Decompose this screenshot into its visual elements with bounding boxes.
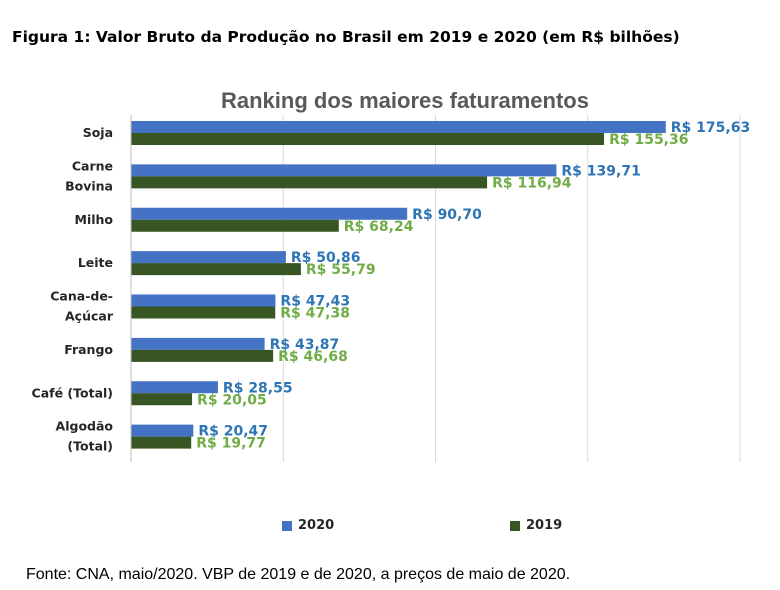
data-label-2020: R$ 20,47 bbox=[198, 424, 268, 440]
data-label-2019: R$ 68,24 bbox=[344, 219, 414, 235]
bar-2019 bbox=[131, 436, 192, 449]
legend-item-2020: 2020 bbox=[282, 518, 334, 533]
bar-2020 bbox=[131, 207, 408, 220]
bar-2019 bbox=[131, 263, 301, 276]
data-label-2020: R$ 175,63 bbox=[671, 120, 750, 136]
category-label: Açúcar bbox=[65, 309, 114, 324]
bar-2020 bbox=[131, 337, 265, 350]
legend-swatch-2019 bbox=[510, 520, 520, 531]
category-label: Soja bbox=[83, 125, 113, 140]
data-label-2019: R$ 116,94 bbox=[492, 175, 572, 191]
category-label: Algodão bbox=[56, 419, 114, 434]
bar-2019 bbox=[131, 219, 339, 232]
bar-2020 bbox=[131, 121, 666, 133]
legend-item-2019: 2019 bbox=[510, 518, 562, 533]
data-label-2020: R$ 139,71 bbox=[561, 163, 640, 179]
source-note: Fonte: CNA, maio/2020. VBP de 2019 e de … bbox=[26, 566, 571, 583]
bar-2019 bbox=[131, 306, 276, 319]
bar-2020 bbox=[131, 424, 194, 437]
figure-title: Figura 1: Valor Bruto da Produção no Bra… bbox=[12, 28, 680, 46]
bar-2019 bbox=[131, 393, 193, 406]
data-label-2020: R$ 43,87 bbox=[270, 337, 340, 353]
data-label-2020: R$ 50,86 bbox=[291, 250, 361, 266]
data-label-2019: R$ 46,68 bbox=[278, 349, 348, 365]
chart-title: Ranking dos maiores faturamentos bbox=[221, 88, 589, 113]
data-label-2019: R$ 47,38 bbox=[280, 306, 350, 322]
category-label: Café (Total) bbox=[32, 385, 113, 400]
bar-2020 bbox=[131, 381, 218, 394]
data-label-2019: R$ 55,79 bbox=[306, 262, 376, 278]
legend-label-2020: 2020 bbox=[298, 518, 335, 533]
legend-swatch-2020 bbox=[282, 520, 292, 531]
data-label-2019: R$ 155,36 bbox=[609, 132, 688, 148]
legend-label-2019: 2019 bbox=[526, 518, 563, 533]
bar-2020 bbox=[131, 294, 276, 307]
data-label-2020: R$ 47,43 bbox=[280, 294, 350, 310]
category-label: Cana-de- bbox=[50, 289, 113, 304]
category-label: Frango bbox=[64, 342, 113, 357]
category-label: Leite bbox=[78, 255, 113, 270]
bar-2020 bbox=[131, 251, 286, 264]
bar-2020 bbox=[131, 164, 557, 177]
data-label-2019: R$ 19,77 bbox=[196, 436, 266, 452]
category-label: Milho bbox=[75, 212, 114, 227]
bar-2019 bbox=[131, 133, 605, 145]
bar-2019 bbox=[131, 176, 488, 189]
data-label-2020: R$ 28,55 bbox=[223, 380, 293, 396]
category-label: Bovina bbox=[65, 178, 113, 193]
category-label: Carne bbox=[72, 158, 113, 173]
bar-2019 bbox=[131, 349, 274, 362]
category-label: (Total) bbox=[67, 439, 113, 454]
data-label-2020: R$ 90,70 bbox=[412, 207, 482, 223]
data-label-2019: R$ 20,05 bbox=[197, 392, 267, 408]
